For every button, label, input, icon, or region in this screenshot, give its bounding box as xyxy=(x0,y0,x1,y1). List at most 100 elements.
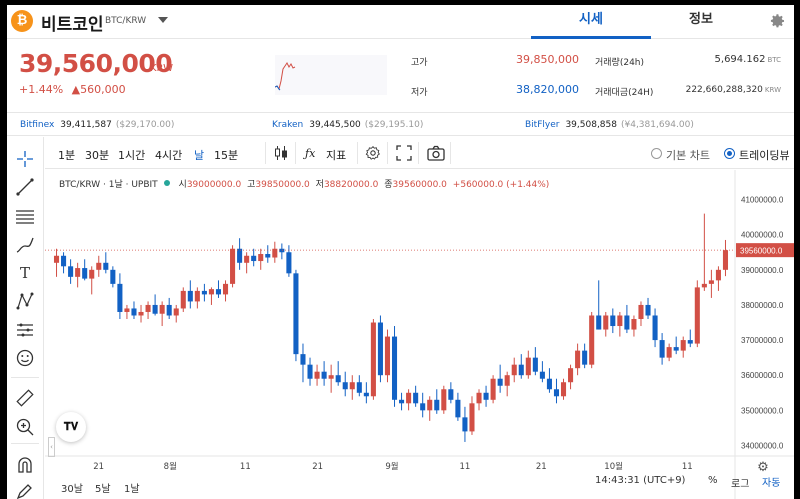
exchange-item[interactable]: BitFlyer 39,508,858 (¥4,381,694.00) xyxy=(525,120,694,130)
percent-toggle[interactable]: % xyxy=(708,475,718,486)
toolbar-divider xyxy=(387,142,388,164)
last-price-label: 39560000.0 xyxy=(740,247,783,256)
candle-body xyxy=(124,308,130,312)
candle-body xyxy=(110,269,116,284)
candle-type-icon[interactable] xyxy=(274,145,288,164)
candle-body xyxy=(652,315,658,341)
price-unit: KRW xyxy=(150,63,173,74)
candle-body xyxy=(272,248,278,258)
range-1d[interactable]: 1날 xyxy=(124,484,140,495)
candle-body xyxy=(455,399,461,418)
candle-body xyxy=(117,283,123,312)
candle-body xyxy=(441,389,447,411)
y-tick-label: 39000000.0 xyxy=(741,266,784,275)
crosshair-icon[interactable] xyxy=(15,149,35,169)
x-tick-label: 11 xyxy=(240,462,251,472)
x-tick-label: 21 xyxy=(93,462,104,472)
price-panel: 39,560,000 KRW +1.44% ▲560,000 고가 39,850… xyxy=(7,40,794,113)
candle-body xyxy=(103,262,109,270)
collapse-panel-icon[interactable]: ‹ xyxy=(48,437,55,457)
candle-body xyxy=(307,364,313,379)
amount-label: 거래대금(24H) xyxy=(595,88,654,98)
interval-4h[interactable]: 4시간 xyxy=(155,149,183,162)
text-tool-icon[interactable]: T xyxy=(19,264,30,282)
toolbar-divider xyxy=(357,142,358,164)
high-value: 39,850,000 xyxy=(516,53,579,66)
range-30d[interactable]: 30날 xyxy=(61,484,83,495)
candle-body xyxy=(321,371,327,379)
exchange-item[interactable]: Bitfinex 39,411,587 ($29,170.00) xyxy=(20,120,175,130)
exchange-row: Bitfinex 39,411,587 ($29,170.00) Kraken 39,… xyxy=(7,114,794,136)
app-window: ₿ 비트코인 BTC/KRW 시세 정보 39,560,000 KRW +1.4… xyxy=(7,5,794,499)
exchange-item[interactable]: Kraken 39,445,500 ($29,195.10) xyxy=(272,120,424,130)
caret-down-icon[interactable] xyxy=(158,17,168,23)
interval-1m[interactable]: 1분 xyxy=(58,149,76,162)
candle-body xyxy=(708,280,714,284)
pencil-lock-icon[interactable] xyxy=(15,481,35,499)
indicators-button[interactable]: 지표 xyxy=(326,149,347,162)
change-percent: +1.44% xyxy=(19,83,64,96)
tradingview-logo-icon[interactable]: 𝐓𝐕 xyxy=(56,412,86,442)
auto-scale-toggle[interactable]: 자동 xyxy=(762,478,781,489)
brush-icon[interactable] xyxy=(15,235,35,255)
candle-body xyxy=(53,255,60,263)
market-status-dot xyxy=(163,180,170,186)
zoom-in-icon[interactable] xyxy=(15,417,35,437)
candle-body xyxy=(335,375,341,383)
fullscreen-icon[interactable] xyxy=(396,145,412,164)
candle-body xyxy=(610,315,616,327)
interval-15m[interactable]: 15분 xyxy=(214,149,239,162)
candle-body xyxy=(596,315,602,330)
range-5d[interactable]: 5날 xyxy=(95,484,111,495)
candle-body xyxy=(645,304,651,316)
candle-body xyxy=(265,254,271,258)
tradingview-label[interactable]: 트레이딩뷰 xyxy=(739,149,790,162)
high-label: 고가 xyxy=(411,58,428,68)
horizontal-lines-icon[interactable] xyxy=(15,206,35,226)
candle-body xyxy=(159,304,165,314)
candle-body xyxy=(589,315,595,365)
tab-info[interactable]: 정보 xyxy=(689,12,713,27)
low-value: 38,820,000 xyxy=(516,83,579,96)
candle-body xyxy=(356,382,362,393)
current-price: 39,560,000 xyxy=(19,49,173,78)
measure-lines-icon[interactable] xyxy=(15,320,35,340)
smiley-icon[interactable] xyxy=(15,348,35,368)
pattern-icon[interactable] xyxy=(15,291,35,311)
coin-pair[interactable]: BTC/KRW xyxy=(105,16,147,26)
basic-chart-label[interactable]: 기본 차트 xyxy=(666,149,710,162)
candle-body xyxy=(427,399,433,411)
indicators-icon[interactable]: ƒx xyxy=(305,147,316,160)
candle-body xyxy=(384,336,391,376)
tab-quote[interactable]: 시세 xyxy=(531,5,651,39)
log-toggle[interactable]: 로그 xyxy=(731,479,750,490)
time-display[interactable]: 14:43:31 (UTC+9) xyxy=(595,475,686,486)
candle-body xyxy=(603,315,609,330)
x-tick-label: 10월 xyxy=(604,461,623,472)
trend-line-icon[interactable] xyxy=(15,177,35,197)
radio-basic-chart[interactable] xyxy=(651,148,662,159)
ruler-icon[interactable] xyxy=(15,388,35,408)
candle-body xyxy=(553,389,560,397)
y-tick-label: 35000000.0 xyxy=(741,406,784,415)
candlestick-chart[interactable]: 41000000.0 40000000.0 39000000.0 38000000.0… xyxy=(45,170,794,499)
tool-divider xyxy=(11,377,39,378)
magnet-icon[interactable] xyxy=(15,455,35,475)
low-label: 저가 xyxy=(411,88,428,98)
gear-icon[interactable] xyxy=(767,12,787,32)
radio-tradingview[interactable] xyxy=(724,148,735,159)
camera-icon[interactable] xyxy=(427,145,445,164)
interval-30m[interactable]: 30분 xyxy=(85,149,110,162)
chart-settings-icon[interactable] xyxy=(365,145,381,164)
y-tick-label: 38000000.0 xyxy=(741,301,784,310)
interval-day[interactable]: 날 xyxy=(194,149,205,162)
x-tick-label: 8월 xyxy=(164,461,177,472)
interval-1h[interactable]: 1시간 xyxy=(118,149,146,162)
candle-body xyxy=(328,375,334,379)
candle-body xyxy=(582,350,588,365)
candle-body xyxy=(504,375,510,386)
candle-body xyxy=(145,304,151,312)
price-change: +1.44% ▲560,000 xyxy=(19,83,126,96)
candle-body xyxy=(715,269,721,281)
candle-body xyxy=(722,250,729,270)
